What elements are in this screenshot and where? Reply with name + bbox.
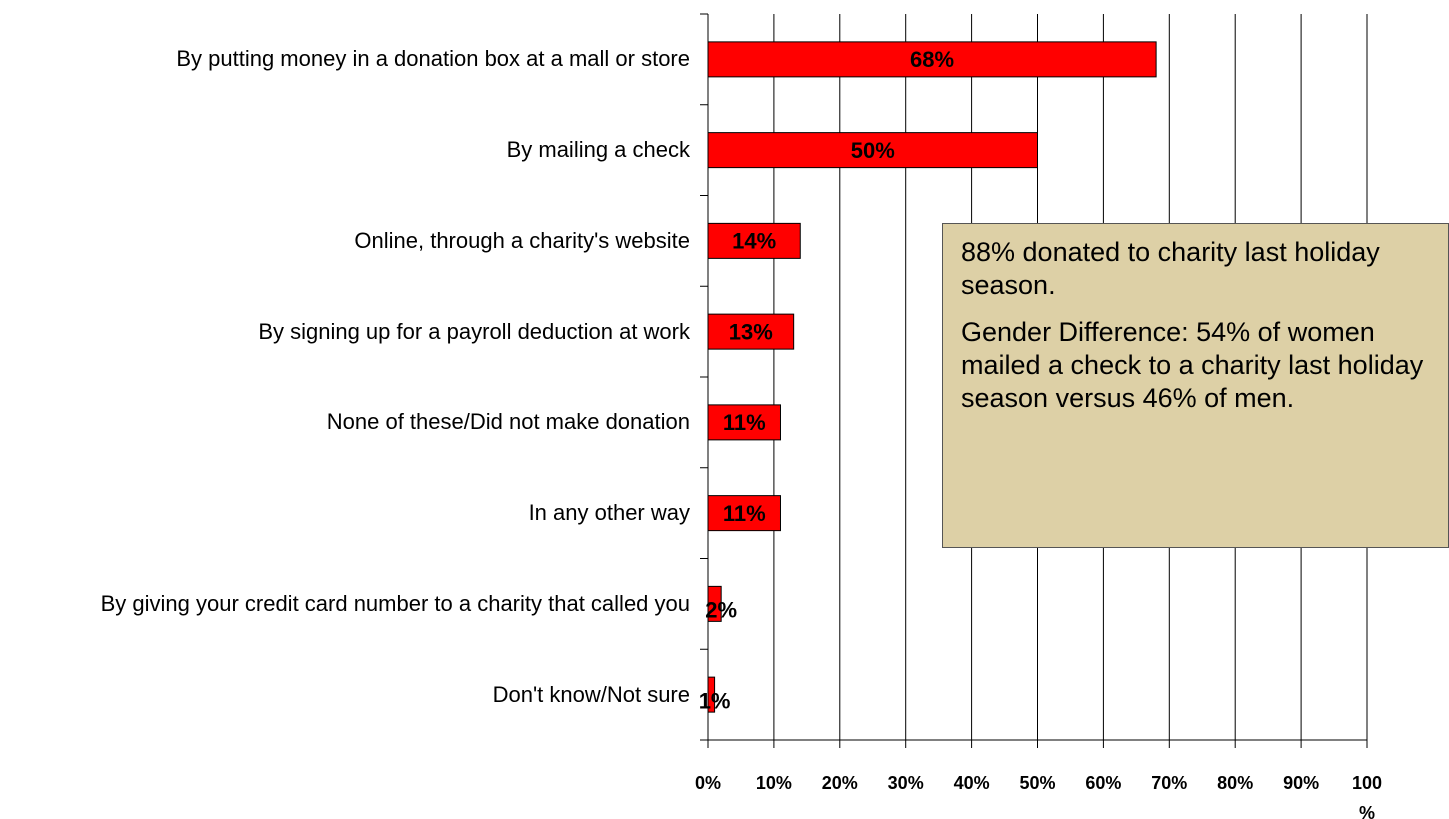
category-label: In any other way [528, 500, 690, 526]
x-tick-label: 20% [821, 773, 858, 793]
x-tick-label: 90% [1283, 773, 1320, 793]
value-label: 13% [729, 319, 773, 344]
category-label-box: Online, through a charity's website [30, 201, 690, 281]
value-label: 14% [732, 229, 776, 254]
bar [707, 313, 795, 350]
x-tick-label: 70% [1151, 773, 1188, 793]
annotation: Gender Difference: 54% of women mailed a… [961, 317, 1424, 413]
value-label: 68% [910, 47, 954, 72]
value-label: 50% [851, 138, 895, 163]
value-label: 2% [705, 598, 737, 623]
x-tick-label: 50% [1019, 773, 1056, 793]
annotation: 88% donated to charity last holiday seas… [961, 237, 1380, 300]
annotation-box: 88% donated to charity last holiday seas… [942, 223, 1449, 548]
bar [707, 41, 1157, 78]
x-tick-label: 80% [1217, 773, 1254, 793]
category-label: Online, through a charity's website [354, 227, 690, 253]
category-label-box: In any other way [30, 473, 690, 553]
x-tick-label: 30% [887, 773, 924, 793]
category-label: By putting money in a donation box at a … [176, 46, 690, 72]
bar [707, 676, 716, 713]
category-label-box: Don't know/Not sure [30, 655, 690, 735]
bar [707, 404, 781, 441]
bar [707, 585, 722, 622]
bar [707, 495, 781, 532]
category-label-box: By putting money in a donation box at a … [30, 19, 690, 99]
category-label: None of these/Did not make donation [326, 409, 690, 435]
value-label: 11% [723, 501, 766, 526]
category-label: By mailing a check [506, 137, 690, 163]
category-label: Don't know/Not sure [492, 681, 690, 707]
category-label-box: None of these/Did not make donation [30, 382, 690, 462]
category-label-box: By giving your credit card number to a c… [30, 564, 690, 644]
x-tick-label: 40% [953, 773, 990, 793]
category-label-box: By mailing a check [30, 110, 690, 190]
category-label: By giving your credit card number to a c… [100, 590, 690, 616]
category-label: By signing up for a payroll deduction at… [258, 318, 690, 344]
bar [707, 222, 801, 259]
x-tick-label: 10% [755, 773, 792, 793]
x-tick-label: 0% [694, 773, 721, 793]
value-label: 1% [699, 688, 731, 713]
category-label-box: By signing up for a payroll deduction at… [30, 292, 690, 372]
x-tick-label: 60% [1085, 773, 1122, 793]
x-tick-label: 100% [1351, 773, 1383, 819]
bar [707, 132, 1038, 169]
value-label: 11% [723, 410, 766, 435]
